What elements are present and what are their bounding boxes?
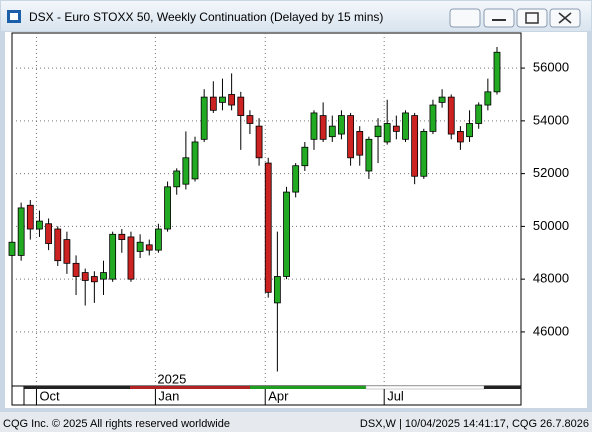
candle-body [319,115,327,140]
candle-body [383,123,391,143]
candle-body [392,125,400,132]
candle-body [100,272,107,280]
candle-body [81,272,89,281]
maximize-icon [525,12,539,24]
period-strip [130,386,250,389]
candle-body [420,131,428,177]
period-strip [484,386,521,389]
candle-body [209,96,217,111]
candle-body [72,262,80,277]
candle-body [26,204,34,230]
candle-body [365,138,373,172]
period-strip [24,386,130,389]
x-tick-label: Jan [158,388,179,403]
candle-body [402,112,409,140]
minimize-button[interactable] [483,8,515,28]
candle-body [200,96,208,140]
status-bar [0,412,592,432]
maximize-button[interactable] [516,8,548,28]
candle-body [8,241,16,256]
y-tick-label: 50000 [533,218,569,233]
y-tick-label: 48000 [533,271,569,286]
period-strip [365,385,485,390]
candle-body [429,104,437,132]
candle-body [438,96,446,103]
candle-body [264,162,272,293]
candle-body [219,96,226,103]
candle-body [63,239,71,264]
candle-body [292,165,300,193]
y-tick-label: 52000 [533,165,569,180]
candle-body [36,220,43,230]
candle-body [255,125,263,159]
candle-body [164,186,171,230]
candle-body [191,141,199,180]
candle-body [347,115,354,159]
candle-body [484,91,492,106]
window-title: DSX - Euro STOXX 50, Weekly Continuation… [29,10,383,24]
app-icon-inner [10,13,18,20]
candle-body [127,236,135,280]
period-strip [250,386,366,389]
candle-body [283,191,290,277]
candle-body [118,233,126,240]
candle-body [109,233,117,280]
y-tick-label: 46000 [533,323,569,338]
candle-body [310,112,318,140]
candle-body [237,96,245,116]
candle-body [447,96,455,135]
candle-body [273,276,281,304]
candle-body [136,241,144,252]
candle-body [145,244,153,251]
y-tick-label: 54000 [533,112,569,127]
candle-body [54,228,62,262]
candle-body [493,51,501,93]
year-label: 2025 [157,371,186,386]
x-tick-label: Apr [268,388,289,403]
candle-body [155,228,162,251]
candle-body [246,115,254,124]
candle-body [456,131,464,143]
candle-body [17,207,25,256]
candle-body [475,104,483,124]
candle-body [374,125,382,138]
x-tick-label: Jul [387,388,404,403]
footer-right: DSX,W | 10/04/2025 14:41:17, CQG 26.7.80… [360,418,589,430]
axis-corner [11,385,25,406]
x-tick-label: Oct [39,388,60,403]
candle-body [338,115,345,135]
candle-body [328,125,336,138]
candle-body [45,223,53,244]
link-button[interactable] [449,8,481,28]
candle-body [90,276,98,283]
y-tick-label: 56000 [533,60,569,75]
candle-body [466,123,473,138]
close-icon [558,12,572,24]
candle-body [356,131,364,156]
candle-body [228,94,236,106]
candle-body [301,146,309,167]
candle-body [173,170,181,188]
candle-body [411,115,419,177]
candle-body [182,157,190,185]
footer-left: CQG Inc. © 2025 All rights reserved worl… [3,418,230,430]
